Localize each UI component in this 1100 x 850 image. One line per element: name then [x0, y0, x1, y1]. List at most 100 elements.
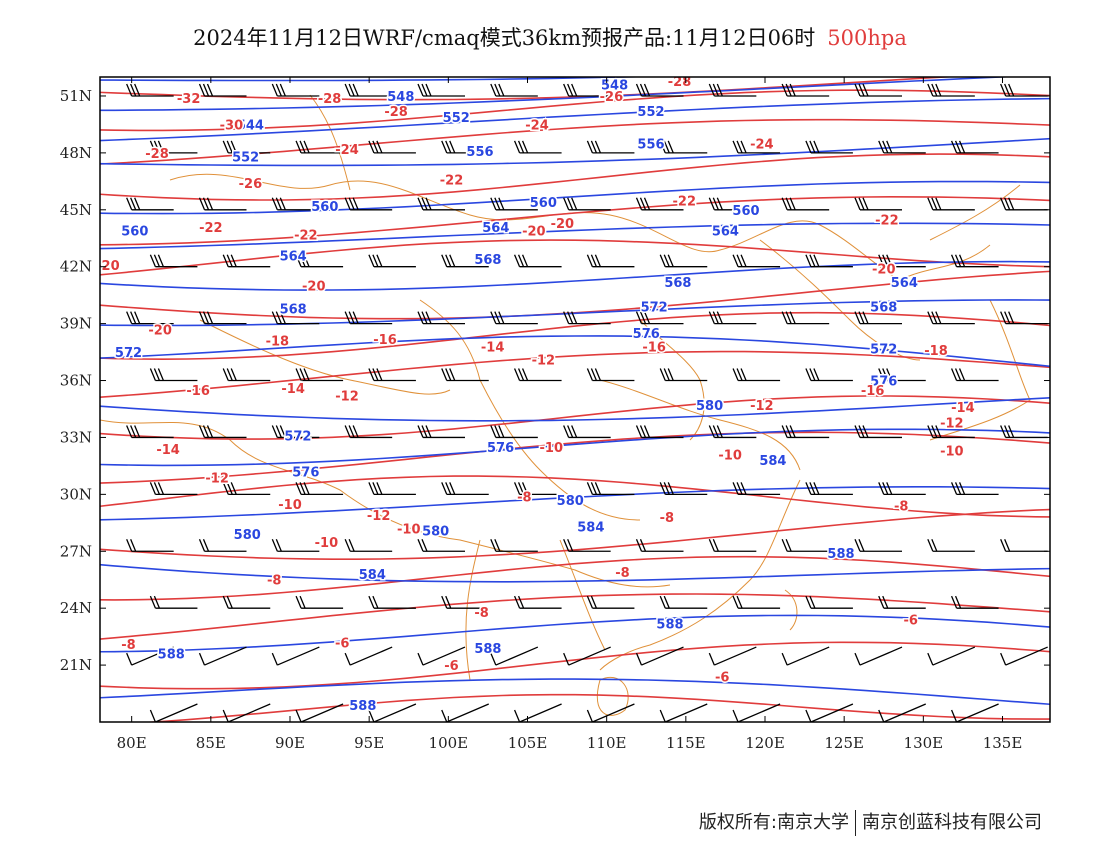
wind-barb: [708, 197, 757, 211]
lon-tick-label: 120E: [745, 734, 785, 752]
wind-barb: [1000, 539, 1048, 552]
temperature-label: -6: [715, 670, 729, 685]
wind-barb: [513, 368, 562, 382]
wind-barb: [586, 140, 635, 154]
temperature-label: -20: [522, 225, 546, 240]
wind-barb: [659, 482, 708, 496]
wind-barb: [878, 482, 926, 496]
temperature-label: -18: [266, 335, 290, 350]
temp-contour-0: [100, 77, 958, 101]
height-contour-7: [100, 299, 1050, 327]
lat-tick-label: 42N: [60, 258, 92, 276]
temperature-label: -10: [315, 536, 339, 551]
lon-tick-label: 115E: [666, 734, 706, 752]
wind-barb: [708, 311, 757, 325]
height-label: 580: [234, 528, 261, 543]
height-label: 552: [443, 111, 470, 126]
wind-barb: [368, 482, 416, 496]
height-label: 552: [637, 105, 664, 120]
temperature-label: -8: [267, 574, 281, 589]
wind-barb: [732, 482, 781, 496]
temperature-label: -32: [177, 92, 201, 107]
wind-barb: [417, 197, 465, 211]
wind-barb: [198, 311, 247, 325]
wind-barb: [708, 539, 757, 552]
footer-separator: [855, 810, 856, 836]
wind-barb: [950, 482, 999, 496]
lat-tick-label: 51N: [60, 87, 92, 105]
wind-barb: [927, 83, 975, 97]
chart-title: 2024年11月12日WRF/cmaq模式36km预报产品:11月12日06时 5…: [0, 22, 1100, 52]
height-label: 560: [121, 225, 148, 240]
height-label: 564: [712, 225, 739, 240]
wind-barb: [271, 197, 320, 211]
wind-barb: [271, 646, 320, 666]
wind-barb: [950, 595, 999, 609]
height-contour-6: [100, 260, 1050, 291]
height-contour-14: [100, 678, 1050, 706]
wind-barb: [708, 83, 757, 97]
temperature-label: -22: [294, 228, 318, 243]
height-label: 580: [696, 399, 723, 414]
lon-tick-label: 130E: [904, 734, 944, 752]
lat-tick-label: 48N: [60, 144, 92, 162]
height-label: 556: [637, 137, 664, 152]
wind-barb: [927, 425, 975, 439]
temperature-label: -14: [156, 443, 180, 458]
wind-barb: [441, 254, 489, 268]
height-label: 564: [280, 249, 307, 264]
wind-barb: [222, 368, 271, 382]
height-label: 576: [292, 466, 319, 481]
lon-tick-label: 100E: [429, 734, 469, 752]
wind-barb: [149, 140, 198, 154]
wind-barb: [854, 197, 902, 211]
temperature-label: -12: [940, 416, 964, 431]
temperature-label: -12: [367, 509, 391, 524]
temperature-label: -12: [532, 354, 556, 369]
temperature-label: -10: [540, 441, 564, 456]
height-label: 544: [237, 118, 264, 133]
wind-barb: [417, 646, 466, 666]
height-contour-5: [100, 222, 1050, 250]
footer-credit: 版权所有:南京大学 南京创蓝科技有限公司: [699, 808, 1042, 836]
wind-barb: [805, 595, 853, 609]
wind-barb: [295, 482, 344, 496]
wind-barb: [417, 311, 465, 325]
height-label: 580: [422, 524, 449, 539]
temperature-label: -10: [940, 445, 964, 460]
temperature-label: -20: [96, 259, 120, 274]
temperature-label: -20: [302, 280, 326, 295]
temperature-label: -8: [474, 606, 488, 621]
temperature-label: -8: [121, 638, 135, 653]
wind-barb: [198, 425, 247, 439]
wind-barb: [586, 595, 635, 609]
wind-barb: [635, 197, 684, 211]
temperature-label: -22: [199, 221, 223, 236]
wind-barb: [441, 595, 489, 609]
height-label: 572: [641, 301, 668, 316]
height-contour-9: [100, 397, 1050, 422]
temperature-label: -24: [525, 118, 549, 133]
lat-tick-label: 27N: [60, 542, 92, 560]
height-contour-12: [100, 563, 1050, 583]
wind-barb: [1000, 311, 1048, 325]
height-contour-13: [100, 614, 1050, 653]
height-label: 584: [577, 521, 604, 536]
temperature-label: -10: [397, 523, 421, 538]
wind-barb: [878, 703, 927, 722]
temperature-label: -8: [894, 500, 908, 515]
wind-barb: [708, 425, 757, 439]
temperature-label: -12: [750, 399, 774, 414]
wind-barb: [417, 83, 465, 97]
wind-barb: [490, 83, 538, 97]
temperature-label: -12: [205, 471, 229, 486]
temperature-label: -14: [281, 382, 305, 397]
wind-barb: [854, 83, 902, 97]
temperature-label: -8: [517, 490, 531, 505]
height-label: 576: [487, 441, 514, 456]
height-label: 576: [633, 327, 660, 342]
wind-barb: [368, 254, 416, 268]
wind-barb: [126, 425, 174, 439]
title-level: 500hpa: [827, 26, 907, 50]
